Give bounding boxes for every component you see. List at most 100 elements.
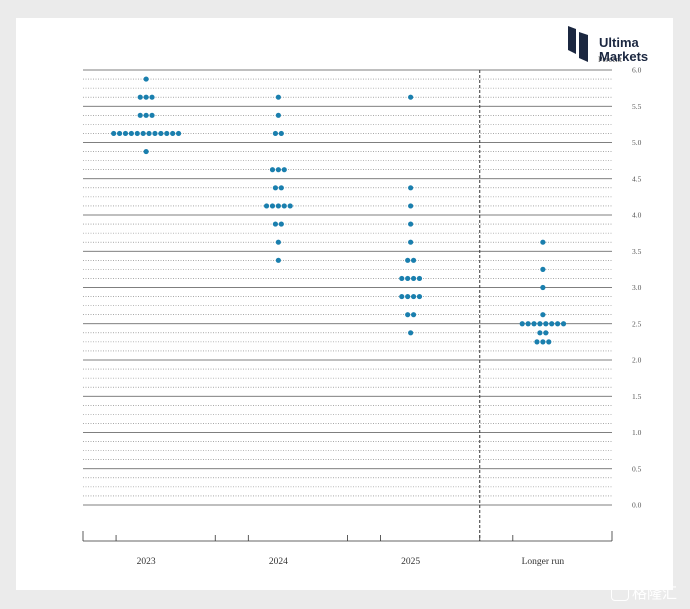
data-dot (175, 130, 182, 137)
data-dot (140, 130, 146, 137)
brand-name-line1: Ultima (599, 35, 639, 50)
data-dot (540, 239, 546, 245)
y-tick-label: 3.5 (632, 247, 642, 256)
data-dot (143, 112, 149, 118)
x-category-label: Longer run (522, 557, 565, 567)
data-dot (269, 167, 276, 173)
data-dot (143, 148, 149, 155)
data-dot (122, 130, 129, 137)
data-dot (416, 293, 423, 300)
data-dot (549, 321, 555, 327)
data-dot (555, 321, 561, 327)
data-dot (540, 312, 546, 318)
brand-logo: Ultima Markets (566, 24, 666, 68)
data-dot (269, 203, 276, 209)
data-dot (405, 275, 411, 282)
y-tick-label: 1.5 (632, 392, 642, 401)
data-dot (540, 339, 546, 345)
data-dot (281, 203, 287, 209)
data-dot (537, 330, 543, 336)
data-dot (546, 339, 552, 345)
data-dot (543, 330, 549, 336)
data-dot (272, 221, 279, 227)
data-dot (534, 339, 540, 345)
data-dot (272, 185, 279, 191)
data-dot (560, 321, 567, 327)
data-dot (164, 130, 170, 137)
data-dot (399, 293, 405, 300)
data-dot (137, 112, 143, 118)
data-dot (416, 275, 423, 282)
data-dot (134, 130, 140, 137)
watermark-text: 格隆汇 (632, 584, 678, 602)
y-tick-label: 0.5 (632, 464, 642, 473)
data-dot (405, 312, 411, 318)
data-dot (543, 321, 549, 327)
y-tick-label: 0.0 (632, 501, 642, 510)
data-dot (275, 94, 281, 100)
chart-card (16, 18, 673, 590)
data-dot (275, 112, 281, 118)
data-dot (525, 321, 531, 327)
data-dot (116, 130, 123, 137)
data-dot (408, 185, 414, 191)
data-dot (152, 130, 158, 137)
data-dot (408, 330, 414, 336)
data-dot (287, 203, 293, 209)
data-dot (275, 167, 281, 173)
data-dot (278, 185, 284, 191)
ultima-markets-logo-icon (568, 26, 588, 62)
data-dot (149, 94, 155, 100)
data-dot (540, 266, 546, 272)
watermark: 格隆汇 (611, 583, 690, 603)
data-dot (111, 130, 117, 137)
brand-name-line2: Markets (599, 49, 649, 64)
data-dot (278, 221, 284, 227)
x-category-label: 2024 (269, 557, 288, 567)
data-dot (408, 94, 414, 100)
data-dot (275, 239, 281, 245)
data-dot (275, 203, 281, 209)
data-dot (146, 130, 152, 137)
y-tick-label: 4.0 (632, 211, 642, 220)
y-tick-label: 3.0 (632, 283, 642, 292)
data-dot (263, 203, 270, 209)
x-category-label: 2023 (137, 557, 156, 567)
data-dot (410, 257, 417, 263)
data-dot (410, 275, 417, 282)
tiger-logo-icon (611, 585, 629, 601)
data-dot (137, 94, 143, 100)
data-dot (531, 321, 537, 327)
x-category-label: 2025 (401, 557, 420, 567)
y-tick-label: 1.0 (632, 428, 642, 437)
y-tick-label: 2.5 (632, 319, 642, 328)
y-tick-label: 4.5 (632, 174, 642, 183)
y-tick-label: 5.5 (632, 102, 642, 111)
data-dot (540, 284, 546, 291)
data-dot (537, 321, 543, 327)
data-dot (281, 167, 287, 173)
data-dot (410, 312, 417, 318)
y-tick-label: 2.0 (632, 356, 642, 365)
data-dot (143, 76, 149, 82)
data-dot (399, 275, 405, 282)
data-dot (143, 94, 149, 100)
data-dot (408, 239, 414, 245)
y-axis-label: Percent (598, 55, 622, 64)
data-dot (408, 203, 414, 209)
data-dot (278, 130, 284, 137)
data-dot (408, 221, 414, 227)
data-dot (158, 130, 164, 137)
y-tick-label: 5.0 (632, 138, 642, 147)
data-dot (275, 257, 281, 263)
data-dot (149, 112, 155, 118)
data-dot (128, 130, 134, 137)
data-dot (410, 293, 417, 300)
data-dot (519, 321, 525, 327)
data-dot (405, 293, 411, 300)
data-dot (272, 130, 279, 137)
data-dot (170, 130, 176, 137)
data-dot (405, 257, 411, 263)
y-tick-label: 6.0 (632, 66, 642, 75)
